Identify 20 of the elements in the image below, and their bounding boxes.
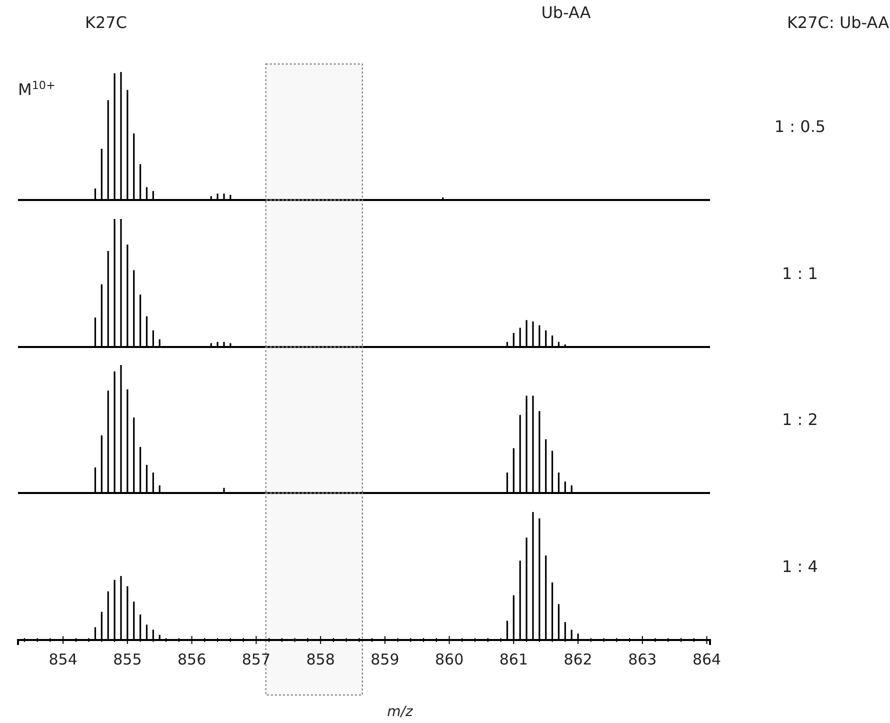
x-tick-label: 860 bbox=[434, 650, 464, 668]
x-tick-label: 856 bbox=[177, 650, 206, 668]
text: 1 : 1 bbox=[782, 264, 818, 283]
text: 1 : 0.5 bbox=[774, 117, 826, 136]
x-tick-label: 862 bbox=[564, 650, 592, 668]
x-axis-title: m/z bbox=[387, 704, 414, 720]
x-tick-label: 864 bbox=[692, 650, 722, 668]
text: 1 : 4 bbox=[782, 557, 818, 576]
x-tick-label: 863 bbox=[628, 650, 657, 668]
x-tick-label: 861 bbox=[499, 650, 528, 668]
x-tick-label: 855 bbox=[113, 650, 142, 668]
text: K27C: Ub-AA bbox=[786, 13, 890, 32]
x-tick-label: 858 bbox=[306, 650, 335, 668]
x-tick-label: 859 bbox=[370, 650, 400, 668]
text: Ub-AA bbox=[541, 3, 591, 22]
annotation: M$^{10+}$ bbox=[18, 78, 56, 99]
x-tick-label: 857 bbox=[242, 650, 270, 668]
text: 1 : 2 bbox=[782, 410, 818, 429]
text: K27C bbox=[84, 13, 128, 32]
x-tick-label: 854 bbox=[48, 650, 78, 668]
